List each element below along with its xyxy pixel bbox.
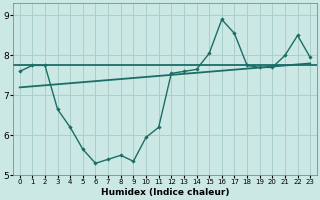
X-axis label: Humidex (Indice chaleur): Humidex (Indice chaleur) xyxy=(101,188,229,197)
